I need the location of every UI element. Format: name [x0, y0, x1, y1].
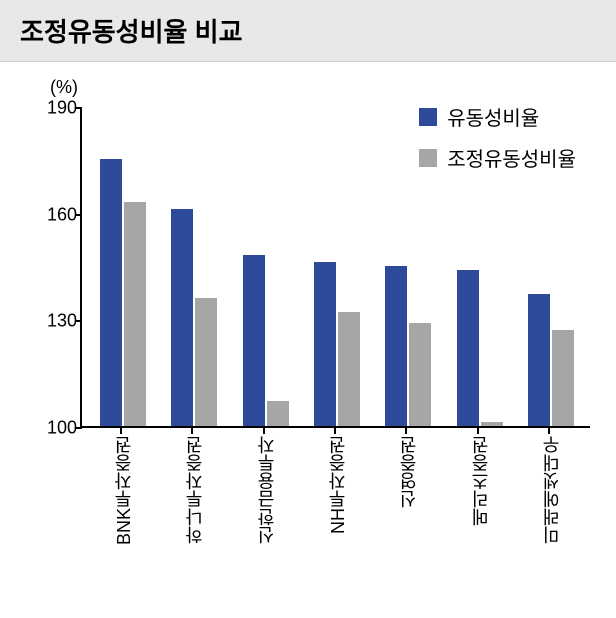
legend-swatch: [419, 108, 437, 126]
legend: 유동성비율조정유동성비율: [419, 102, 576, 184]
bar-1: [338, 312, 360, 426]
bar-0: [171, 209, 193, 426]
x-tick-mark: [548, 428, 550, 434]
x-tick-mark: [120, 428, 122, 434]
x-axis-labels: BNK투자증권 하나투자증권 신한금융투자 NH투자증권 신영증권 메리츠증권 미래에셋대우: [80, 428, 590, 598]
bar-0: [100, 159, 122, 426]
bar-1: [267, 401, 289, 426]
y-tick-mark: [76, 107, 82, 109]
x-tick-mark: [477, 428, 479, 434]
x-tick-mark: [405, 428, 407, 434]
x-axis-label: 하나투자증권: [182, 436, 208, 544]
x-tick-mark: [263, 428, 265, 434]
title-bar: 조정유동성비율 비교: [0, 0, 616, 62]
y-tick-label: 160: [32, 204, 77, 225]
bar-group: [171, 209, 217, 426]
bar-1: [195, 298, 217, 426]
y-tick-label: 130: [32, 311, 77, 332]
bar-group: [314, 262, 360, 426]
bar-0: [243, 255, 265, 426]
legend-swatch: [419, 149, 437, 167]
y-axis-unit: (%): [50, 77, 596, 98]
chart-title: 조정유동성비율 비교: [20, 12, 596, 49]
y-tick-mark: [76, 214, 82, 216]
legend-item-1: 조정유동성비율: [419, 143, 576, 172]
x-tick-mark: [334, 428, 336, 434]
y-tick-label: 190: [32, 98, 77, 119]
x-axis-label: 메리츠증권: [468, 436, 494, 526]
bar-0: [528, 294, 550, 426]
bar-group: [457, 270, 503, 426]
bar-1: [124, 202, 146, 426]
bar-0: [314, 262, 336, 426]
bar-group: [243, 255, 289, 426]
y-tick-mark: [76, 320, 82, 322]
bar-1: [552, 330, 574, 426]
legend-label: 조정유동성비율: [447, 143, 576, 172]
x-axis-label: BNK투자증권: [111, 436, 137, 545]
bar-1: [409, 323, 431, 426]
bar-group: [528, 294, 574, 426]
chart-area: (%) 유동성비율조정유동성비율 100 130 160 190 BNK투자증권 하나투…: [0, 62, 616, 618]
bar-group: [385, 266, 431, 426]
legend-label: 유동성비율: [447, 102, 539, 131]
bar-0: [457, 270, 479, 426]
bar-1: [481, 422, 503, 426]
x-axis-label: 신영증권: [396, 436, 422, 508]
x-axis-label: 신한금융투자: [254, 436, 280, 544]
x-axis-label: 미래에셋대우: [539, 436, 565, 544]
y-tick-label: 100: [32, 418, 77, 439]
legend-item-0: 유동성비율: [419, 102, 576, 131]
bar-group: [100, 159, 146, 426]
x-axis-label: NH투자증권: [325, 436, 351, 534]
x-tick-mark: [191, 428, 193, 434]
bar-0: [385, 266, 407, 426]
